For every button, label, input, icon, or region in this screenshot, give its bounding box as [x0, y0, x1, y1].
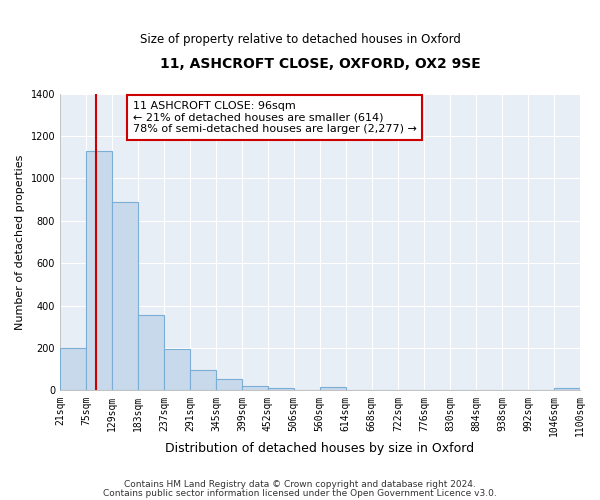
Bar	[554, 388, 580, 390]
Y-axis label: Number of detached properties: Number of detached properties	[15, 154, 25, 330]
Bar	[242, 386, 268, 390]
Bar	[268, 388, 293, 390]
Text: Contains HM Land Registry data © Crown copyright and database right 2024.: Contains HM Land Registry data © Crown c…	[124, 480, 476, 489]
Text: Size of property relative to detached houses in Oxford: Size of property relative to detached ho…	[140, 32, 460, 46]
Bar	[112, 202, 138, 390]
Text: 11 ASHCROFT CLOSE: 96sqm
← 21% of detached houses are smaller (614)
78% of semi-: 11 ASHCROFT CLOSE: 96sqm ← 21% of detach…	[133, 101, 417, 134]
Bar	[216, 379, 242, 390]
Bar	[190, 370, 216, 390]
Bar	[138, 315, 164, 390]
Bar	[164, 349, 190, 391]
Bar	[60, 348, 86, 391]
X-axis label: Distribution of detached houses by size in Oxford: Distribution of detached houses by size …	[166, 442, 475, 455]
Bar	[320, 388, 346, 390]
Bar	[86, 151, 112, 390]
Title: 11, ASHCROFT CLOSE, OXFORD, OX2 9SE: 11, ASHCROFT CLOSE, OXFORD, OX2 9SE	[160, 58, 481, 71]
Text: Contains public sector information licensed under the Open Government Licence v3: Contains public sector information licen…	[103, 489, 497, 498]
